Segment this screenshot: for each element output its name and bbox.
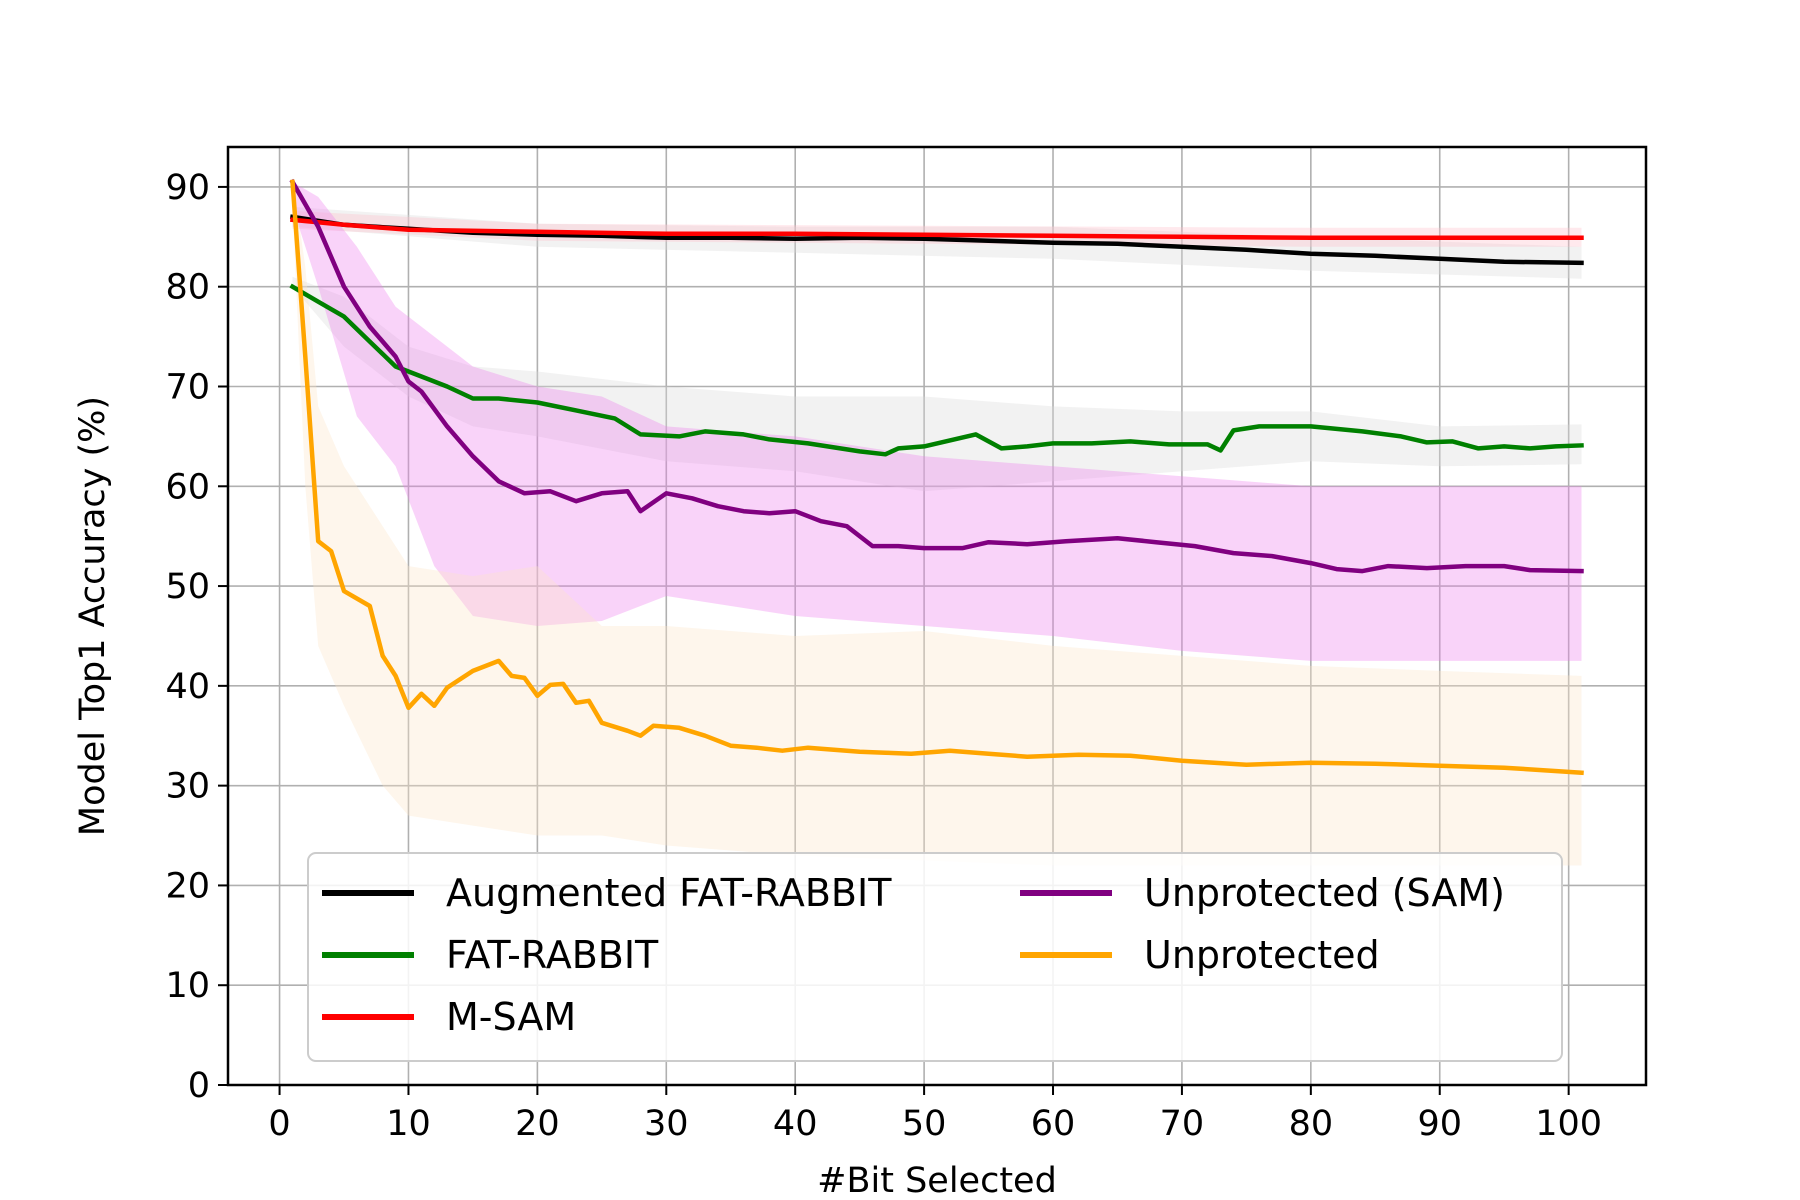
plot-frame (226, 145, 1648, 1087)
y-tick-label: 0 (188, 1066, 210, 1106)
y-tick-label: 90 (165, 168, 210, 208)
series-band (292, 181, 1582, 661)
legend: Augmented FAT-RABBIT FAT-RABBIT M-SAM Unpro… (307, 852, 1563, 1062)
x-tick-label: 20 (515, 1104, 560, 1144)
y-tick-label: 30 (165, 767, 210, 807)
y-tick-label: 70 (165, 367, 210, 407)
legend-entry: M-SAM (322, 995, 576, 1039)
x-tick-label: 10 (386, 1104, 431, 1144)
legend-label: Unprotected (SAM) (1144, 871, 1505, 915)
series-line (290, 179, 1584, 776)
legend-entry: Unprotected (SAM) (1020, 871, 1505, 915)
x-tick-label: 60 (1031, 1104, 1076, 1144)
axis-ticks: 0 10 20 30 40 50 60 70 80 90 100 0 10 20 30 40 50 60 70 80 9… (165, 168, 1602, 1144)
x-tick-label: 40 (773, 1104, 818, 1144)
series-line (289, 214, 1584, 266)
legend-entry: FAT-RABBIT (322, 933, 659, 977)
y-axis-label: Model Top1 Accuracy (%) (73, 396, 113, 836)
y-tick-label: 20 (165, 866, 210, 906)
series-line (289, 283, 1584, 457)
y-tick-label: 40 (165, 667, 210, 707)
x-axis-label: #Bit Selected (817, 1161, 1057, 1200)
y-tick-label: 10 (165, 966, 210, 1006)
legend-entry: Augmented FAT-RABBIT (322, 871, 892, 915)
y-tick-label: 60 (165, 467, 210, 507)
x-tick-label: 30 (644, 1104, 689, 1144)
x-tick-label: 80 (1289, 1104, 1334, 1144)
y-tick-label: 80 (165, 268, 210, 308)
series-band (292, 206, 1582, 279)
x-tick-label: 100 (1535, 1104, 1602, 1144)
series-line (289, 178, 1584, 574)
legend-label: Unprotected (1144, 933, 1380, 977)
series-lines (289, 178, 1584, 776)
legend-label: Augmented FAT-RABBIT (446, 871, 892, 915)
x-tick-label: 90 (1417, 1104, 1462, 1144)
x-tick-label: 50 (902, 1104, 947, 1144)
y-tick-label: 50 (165, 567, 210, 607)
legend-entry: Unprotected (1020, 933, 1380, 977)
grid (228, 147, 1646, 1086)
legend-label: M-SAM (446, 995, 576, 1039)
series-band (292, 176, 1582, 866)
legend-box (307, 852, 1563, 1062)
x-tick-label: 0 (268, 1104, 290, 1144)
series-line (290, 217, 1584, 241)
series-band (292, 276, 1582, 492)
legend-label: FAT-RABBIT (446, 933, 659, 977)
x-tick-label: 70 (1160, 1104, 1205, 1144)
